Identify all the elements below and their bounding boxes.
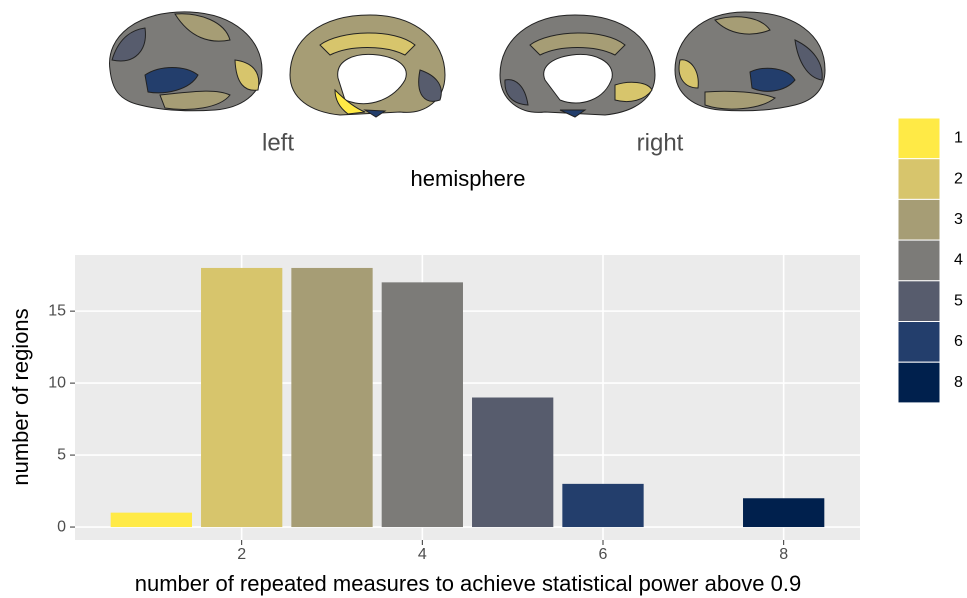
region — [319, 32, 416, 56]
region — [144, 67, 199, 94]
bar — [562, 483, 644, 528]
legend-key — [897, 361, 941, 404]
plot-panel — [75, 255, 860, 540]
region — [334, 88, 366, 115]
x-tick-label: 4 — [418, 546, 427, 563]
region — [418, 69, 442, 102]
y-axis-title: number of regions — [8, 308, 33, 485]
region — [559, 109, 587, 118]
legend-key — [897, 198, 941, 241]
bar — [472, 397, 554, 528]
legend-key — [897, 117, 941, 160]
region — [337, 53, 407, 105]
x-tick-label: 2 — [237, 546, 246, 563]
legend-label: 1 — [954, 130, 963, 147]
bar — [201, 267, 283, 528]
x-axis-title: number of repeated measures to achieve s… — [135, 571, 802, 596]
legend-label: 8 — [954, 374, 963, 391]
region — [174, 13, 231, 42]
hemisphere-axis-title: hemisphere — [411, 166, 526, 191]
region — [794, 39, 823, 81]
legend-key — [897, 158, 941, 200]
legend-label: 4 — [954, 252, 963, 269]
region — [678, 59, 699, 89]
region — [363, 109, 387, 118]
legend-key — [897, 280, 941, 322]
brain-illustrations — [109, 11, 826, 118]
bar — [110, 512, 192, 528]
x-tick-label: 8 — [779, 546, 788, 563]
legend-key — [897, 321, 941, 363]
region — [504, 79, 529, 106]
bar — [291, 267, 373, 528]
legend-label: 3 — [954, 211, 963, 228]
region — [749, 67, 796, 92]
region — [614, 81, 653, 103]
region — [529, 32, 626, 56]
legend-label: 6 — [954, 333, 963, 350]
y-tick-label: 15 — [48, 302, 66, 319]
legend-label: 2 — [954, 170, 963, 187]
hemisphere-label: left — [262, 129, 294, 156]
y-tick-label: 0 — [57, 518, 66, 535]
region — [704, 90, 776, 110]
region — [111, 27, 146, 62]
region — [159, 90, 231, 110]
bar — [381, 282, 463, 528]
legend-label: 5 — [954, 292, 963, 309]
region — [543, 53, 613, 104]
region — [234, 59, 260, 91]
hemisphere-label: right — [637, 129, 684, 156]
y-tick-label: 5 — [57, 446, 66, 463]
y-tick-label: 10 — [48, 374, 66, 391]
region — [714, 16, 771, 35]
bar — [743, 498, 825, 528]
x-tick-label: 6 — [599, 546, 608, 563]
legend-key — [897, 239, 941, 282]
